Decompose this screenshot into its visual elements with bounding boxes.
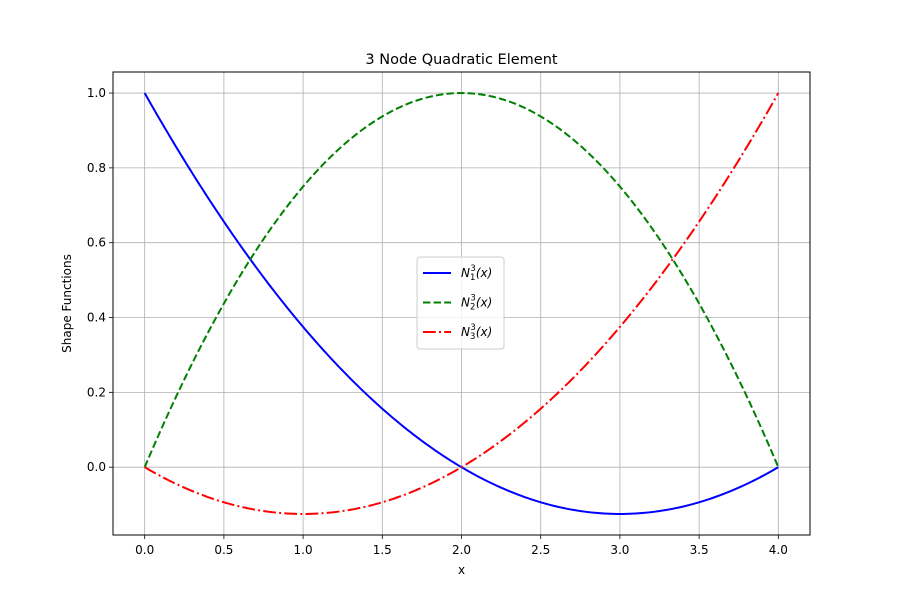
legend-label-arg: (x) (476, 266, 492, 280)
y-axis-label: Shape Functions (60, 254, 74, 353)
y-tick-label: 0.0 (87, 460, 106, 474)
y-tick-label: 0.8 (87, 161, 106, 175)
y-tick-label: 1.0 (87, 86, 106, 100)
x-tick-label: 2.0 (452, 543, 471, 557)
x-axis-ticks: 0.0 0.5 1.0 1.5 2.0 2.5 3.0 3.5 4.0 (135, 535, 788, 557)
x-tick-label: 0.5 (214, 543, 233, 557)
chart-title: 3 Node Quadratic Element (365, 52, 557, 68)
legend-label-base: N (461, 266, 470, 280)
legend-label-sup: 3 (470, 323, 475, 333)
series-lines (143, 92, 780, 515)
legend-label-sub: 2 (470, 303, 475, 313)
x-tick-label: 3.5 (690, 543, 709, 557)
x-tick-label: 3.0 (610, 543, 629, 557)
y-tick-label: 0.2 (87, 385, 106, 399)
y-tick-label: 0.6 (87, 236, 106, 250)
legend-label-arg: (x) (476, 325, 492, 339)
legend-label-1: N13(x) (461, 264, 492, 283)
series-line-3 (144, 92, 780, 515)
legend-label-arg: (x) (476, 296, 492, 310)
x-axis-label: x (458, 563, 465, 577)
legend-label-sub: 3 (470, 332, 475, 342)
legend-label-base: N (461, 296, 470, 310)
legend-label-sub: 1 (470, 273, 475, 283)
series-line-2 (143, 92, 780, 468)
legend-label-3: N33(x) (461, 323, 492, 342)
x-tick-label: 1.5 (373, 543, 392, 557)
x-tick-label: 2.5 (531, 543, 550, 557)
legend-label-sup: 3 (470, 264, 475, 274)
x-tick-label: 0.0 (135, 543, 154, 557)
y-tick-label: 0.4 (87, 311, 106, 325)
legend-label-sup: 3 (470, 294, 475, 304)
x-tick-label: 1.0 (294, 543, 313, 557)
legend-label-2: N23(x) (461, 294, 492, 313)
y-axis-ticks: 0.0 0.2 0.4 0.6 0.8 1.0 (87, 86, 113, 474)
legend-box (416, 256, 505, 350)
legend-label-base: N (461, 325, 470, 339)
legend: N13(x)N23(x)N33(x) (416, 256, 505, 350)
x-tick-label: 4.0 (769, 543, 788, 557)
